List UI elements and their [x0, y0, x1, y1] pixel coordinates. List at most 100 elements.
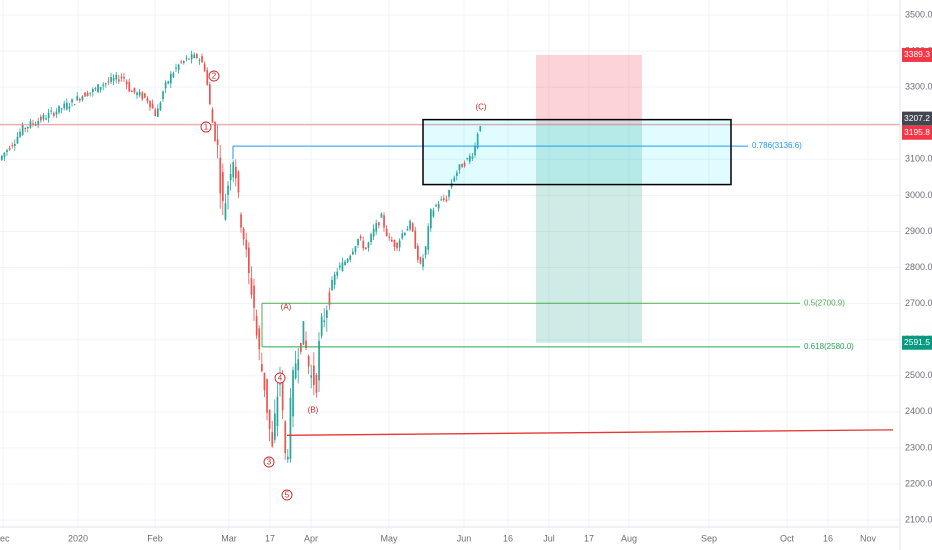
price-badge-label: 3195.8: [904, 127, 930, 137]
candle-body: [474, 145, 476, 156]
wave-label: (C): [475, 103, 486, 112]
candle-body: [79, 98, 81, 101]
candle-body: [263, 372, 266, 391]
take-profit-zone[interactable]: [536, 124, 642, 343]
candle-body: [131, 91, 133, 93]
candle-body: [245, 239, 248, 250]
candle-body: [237, 171, 240, 193]
candle-body: [424, 246, 427, 256]
time-tick-label: Jul: [543, 533, 555, 543]
wave-label: 5: [285, 491, 290, 500]
candle-body: [268, 409, 271, 430]
candle-body: [162, 91, 164, 100]
candle-body: [118, 79, 120, 82]
candle-body: [151, 103, 154, 109]
wave-label: (B): [308, 406, 319, 415]
price-tick-label: 2700.0: [905, 298, 932, 308]
candle-body: [414, 230, 417, 249]
candle-body: [250, 278, 253, 295]
candle-body: [469, 155, 471, 162]
candle-body: [391, 239, 393, 242]
price-badge: [902, 47, 932, 62]
time-tick-label: Oct: [780, 533, 795, 543]
candle-body: [388, 236, 391, 238]
candle-body: [307, 356, 310, 367]
candle-body: [105, 83, 107, 85]
time-axis[interactable]: ec 2020 Feb Mar 17 Apr May Jun 16 Jul 17 Aug Sep Oct 1…: [0, 533, 876, 543]
candle-body: [81, 96, 84, 101]
candle-body: [456, 172, 458, 176]
candle-body: [422, 258, 424, 267]
wave-label: 1: [204, 123, 209, 132]
candle-body: [357, 238, 359, 246]
candle-body: [336, 271, 339, 276]
candle-body: [417, 245, 419, 260]
candle-body: [440, 199, 443, 201]
candle-body: [170, 73, 172, 84]
candle-body: [201, 56, 203, 63]
candle-body: [102, 84, 105, 86]
candle-body: [331, 279, 333, 291]
drawn-lines[interactable]: 0.786(3136.6) 0.5(2700.9) 0.618(2580.0): [0, 118, 900, 436]
time-tick-label: Feb: [147, 533, 163, 543]
candle-body: [432, 210, 435, 217]
candle-body: [222, 172, 224, 202]
candle-body: [60, 108, 63, 110]
candle-body: [453, 177, 456, 182]
price-tick-label: 2300.0: [905, 442, 932, 452]
support-trend-line[interactable]: [286, 429, 894, 436]
wave-marker-circle: [263, 456, 275, 468]
candle-body: [289, 397, 292, 460]
candle-body: [183, 60, 185, 63]
candle-body: [375, 223, 378, 232]
candle-body: [159, 102, 162, 110]
position-tool[interactable]: [536, 54, 642, 343]
price-badges: 3389.3 3207.2 3195.8 2591.5: [902, 47, 932, 350]
stop-loss-zone[interactable]: [536, 54, 642, 125]
candle-body: [448, 190, 450, 197]
candle-body: [141, 92, 144, 100]
time-tick-label: 17: [584, 533, 594, 543]
candle-body: [177, 64, 180, 71]
candle-body: [154, 109, 157, 117]
time-tick-label: 16: [503, 533, 513, 543]
candle-body: [133, 87, 136, 93]
price-tick-label: 2100.0: [905, 514, 932, 524]
price-tick-label: 2900.0: [905, 226, 932, 236]
candle-body: [476, 133, 479, 149]
candle-body: [50, 110, 53, 112]
candle-body: [120, 76, 123, 78]
wave-marker-circle: [274, 372, 286, 384]
candle-body: [300, 343, 302, 352]
candle-body: [284, 421, 287, 454]
fib-level-label: 0.618(2580.0): [804, 342, 854, 351]
candle-body: [55, 111, 58, 115]
candle-body: [461, 163, 463, 168]
candle-body: [383, 215, 385, 228]
candle-body: [224, 203, 227, 220]
candle-body: [21, 124, 24, 135]
candle-body: [232, 162, 235, 178]
candle-body: [297, 359, 300, 371]
candle-body: [157, 108, 159, 117]
time-tick-label: Mar: [221, 533, 237, 543]
candle-body: [136, 92, 138, 96]
price-tick-label: 2500.0: [905, 370, 932, 380]
time-tick-label: Apr: [304, 533, 318, 543]
price-tick-label: 3500.0: [905, 9, 932, 19]
target-zone-box[interactable]: [422, 118, 732, 186]
fib-level-label: 0.5(2700.9): [804, 298, 845, 307]
candle-body: [409, 220, 411, 230]
time-tick-label: Jun: [457, 533, 472, 543]
candle-body: [352, 251, 354, 255]
candle-body: [372, 228, 375, 237]
candle-body: [393, 240, 396, 247]
candle-body: [370, 234, 372, 243]
candle-body: [274, 413, 276, 440]
candle-body: [71, 99, 73, 103]
candle-body: [11, 145, 14, 147]
